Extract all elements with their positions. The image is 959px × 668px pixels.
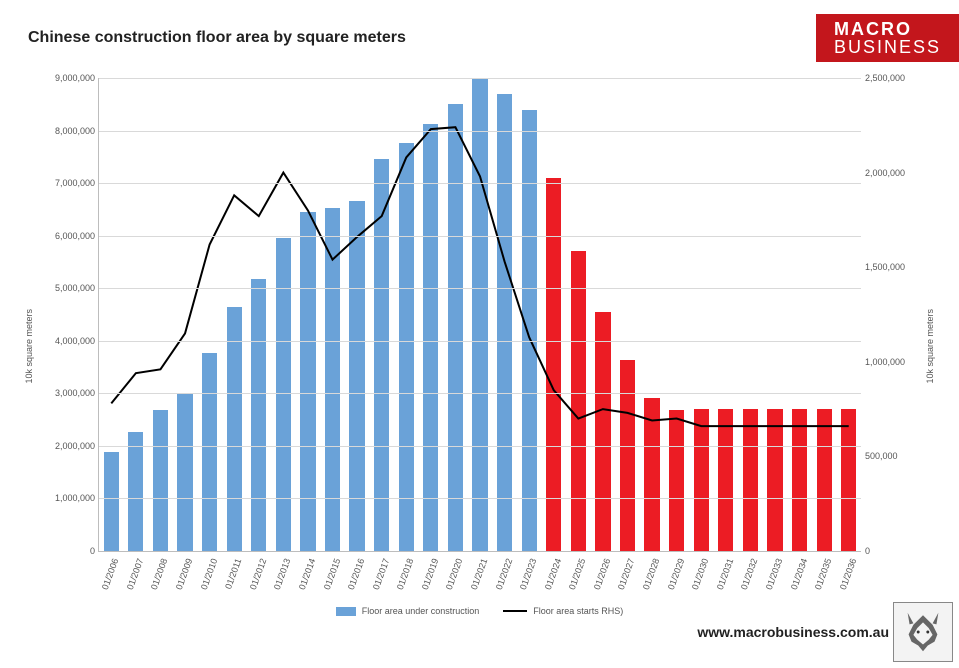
x-tick: 01/2026 <box>592 557 613 591</box>
grid-line <box>99 78 861 79</box>
x-tick: 01/2008 <box>149 557 170 591</box>
x-tick: 01/2009 <box>174 557 195 591</box>
legend-swatch-line <box>503 610 527 612</box>
x-tick: 01/2030 <box>690 557 711 591</box>
x-tick: 01/2016 <box>346 557 367 591</box>
grid-line <box>99 183 861 184</box>
y-tick-left: 2,000,000 <box>35 441 95 451</box>
x-tick: 01/2021 <box>469 557 490 591</box>
grid-line <box>99 393 861 394</box>
y-tick-right: 0 <box>865 546 925 556</box>
y-tick-right: 500,000 <box>865 451 925 461</box>
x-tick: 01/2023 <box>518 557 539 591</box>
x-tick: 01/2019 <box>420 557 441 591</box>
brand-logo: MACRO BUSINESS <box>816 14 959 62</box>
x-tick: 01/2017 <box>371 557 392 591</box>
legend-swatch-bar <box>336 607 356 616</box>
chart-title: Chinese construction floor area by squar… <box>28 29 406 47</box>
x-tick: 01/2032 <box>739 557 760 591</box>
x-tick: 01/2013 <box>272 557 293 591</box>
wolf-logo <box>893 602 953 662</box>
legend-label-line: Floor area starts RHS) <box>533 606 623 616</box>
x-tick: 01/2024 <box>543 557 564 591</box>
brand-bottom: BUSINESS <box>834 38 941 56</box>
x-tick: 01/2025 <box>567 557 588 591</box>
grid-line <box>99 288 861 289</box>
x-tick: 01/2014 <box>297 557 318 591</box>
y-tick-left: 6,000,000 <box>35 231 95 241</box>
plot-area: 01,000,0002,000,0003,000,0004,000,0005,0… <box>98 78 861 552</box>
line-layer <box>99 78 861 551</box>
y-tick-left: 5,000,000 <box>35 283 95 293</box>
x-tick: 01/2027 <box>616 557 637 591</box>
x-tick: 01/2022 <box>493 557 514 591</box>
legend-item-bars: Floor area under construction <box>336 606 480 616</box>
x-tick: 01/2028 <box>641 557 662 591</box>
y-axis-left-label: 10k square meters <box>24 309 34 384</box>
brand-top: MACRO <box>834 20 941 38</box>
x-tick: 01/2010 <box>198 557 219 591</box>
x-tick: 01/2012 <box>248 557 269 591</box>
x-tick: 01/2035 <box>813 557 834 591</box>
grid-line <box>99 236 861 237</box>
x-tick: 01/2036 <box>838 557 859 591</box>
y-tick-left: 9,000,000 <box>35 73 95 83</box>
x-tick: 01/2034 <box>788 557 809 591</box>
footer-url: www.macrobusiness.com.au <box>697 624 889 640</box>
y-tick-left: 1,000,000 <box>35 493 95 503</box>
y-axis-right-label: 10k square meters <box>925 309 935 384</box>
legend-label-bars: Floor area under construction <box>362 606 480 616</box>
y-tick-left: 8,000,000 <box>35 126 95 136</box>
x-tick: 01/2031 <box>715 557 736 591</box>
y-tick-right: 2,000,000 <box>865 168 925 178</box>
y-tick-right: 2,500,000 <box>865 73 925 83</box>
x-tick: 01/2033 <box>764 557 785 591</box>
x-tick: 01/2020 <box>444 557 465 591</box>
x-tick: 01/2029 <box>666 557 687 591</box>
x-tick: 01/2007 <box>125 557 146 591</box>
y-tick-left: 7,000,000 <box>35 178 95 188</box>
series-line <box>111 127 848 426</box>
y-tick-right: 1,000,000 <box>865 357 925 367</box>
grid-line <box>99 341 861 342</box>
legend-item-line: Floor area starts RHS) <box>503 606 623 616</box>
y-tick-left: 0 <box>35 546 95 556</box>
x-tick: 01/2011 <box>223 557 243 590</box>
chart-container: 10k square meters 10k square meters 01,0… <box>28 70 931 600</box>
grid-line <box>99 131 861 132</box>
x-tick: 01/2006 <box>100 557 121 591</box>
y-tick-left: 4,000,000 <box>35 336 95 346</box>
legend: Floor area under construction Floor area… <box>0 606 959 616</box>
x-tick: 01/2018 <box>395 557 416 591</box>
x-tick: 01/2015 <box>321 557 342 591</box>
y-tick-right: 1,500,000 <box>865 262 925 272</box>
grid-line <box>99 446 861 447</box>
grid-line <box>99 498 861 499</box>
y-tick-left: 3,000,000 <box>35 388 95 398</box>
